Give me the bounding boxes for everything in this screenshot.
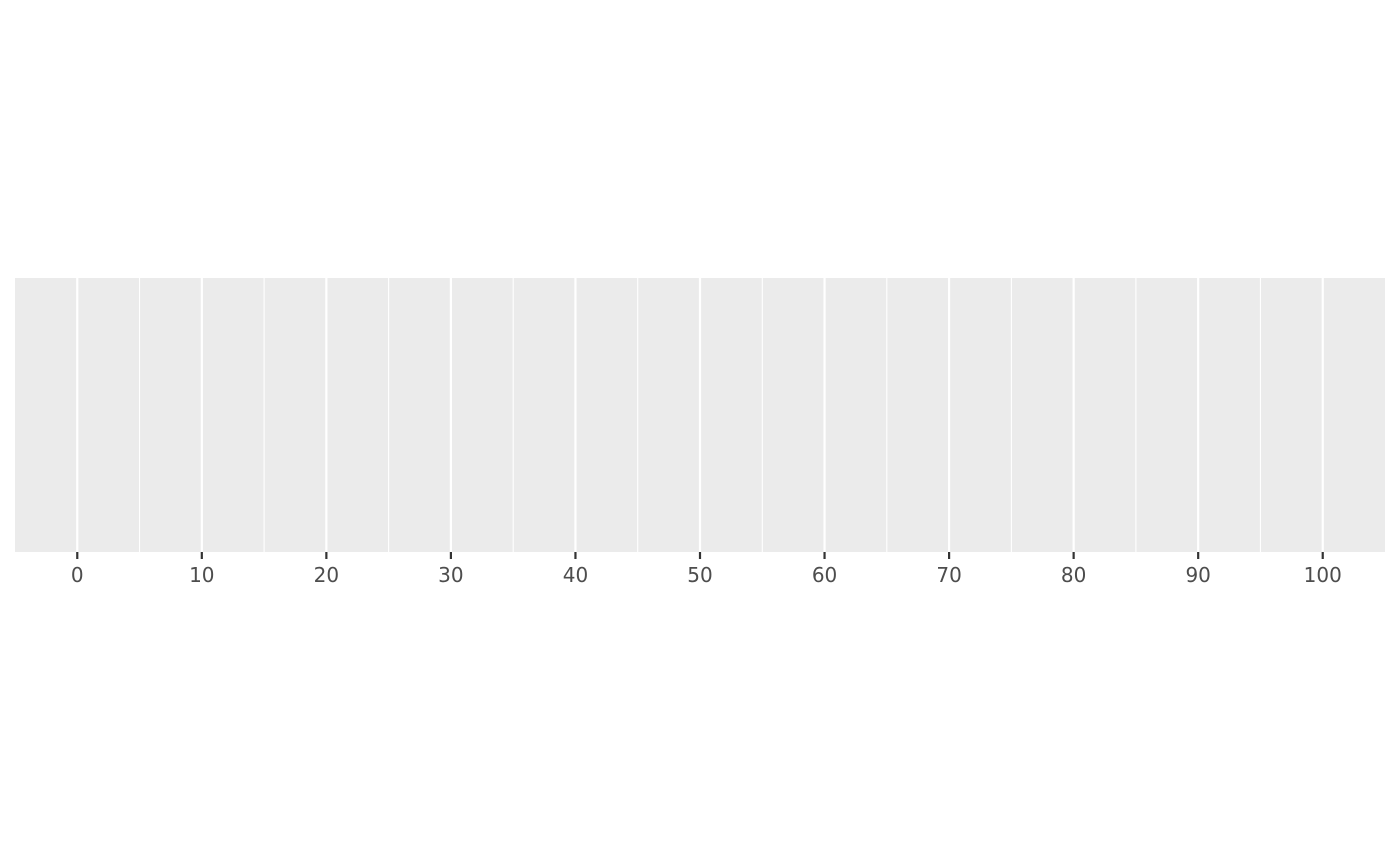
x-tick-label: 10 [189, 563, 214, 587]
x-axis-ticks [76, 552, 1324, 559]
minor-gridlines [138, 278, 1262, 552]
x-tick-label: 70 [936, 563, 961, 587]
x-tick-label: 80 [1061, 563, 1086, 587]
x-tick-label: 20 [314, 563, 339, 587]
x-tick-label: 0 [71, 563, 84, 587]
x-tick-label: 90 [1185, 563, 1210, 587]
major-gridlines [76, 278, 1324, 552]
x-tick-label: 100 [1304, 563, 1342, 587]
x-tick-label: 50 [687, 563, 712, 587]
x-axis-tick-labels: 0 10 20 30 40 50 60 70 80 90 100 [71, 563, 1342, 587]
x-tick-label: 60 [812, 563, 837, 587]
x-tick-label: 30 [438, 563, 463, 587]
x-tick-label: 40 [563, 563, 588, 587]
